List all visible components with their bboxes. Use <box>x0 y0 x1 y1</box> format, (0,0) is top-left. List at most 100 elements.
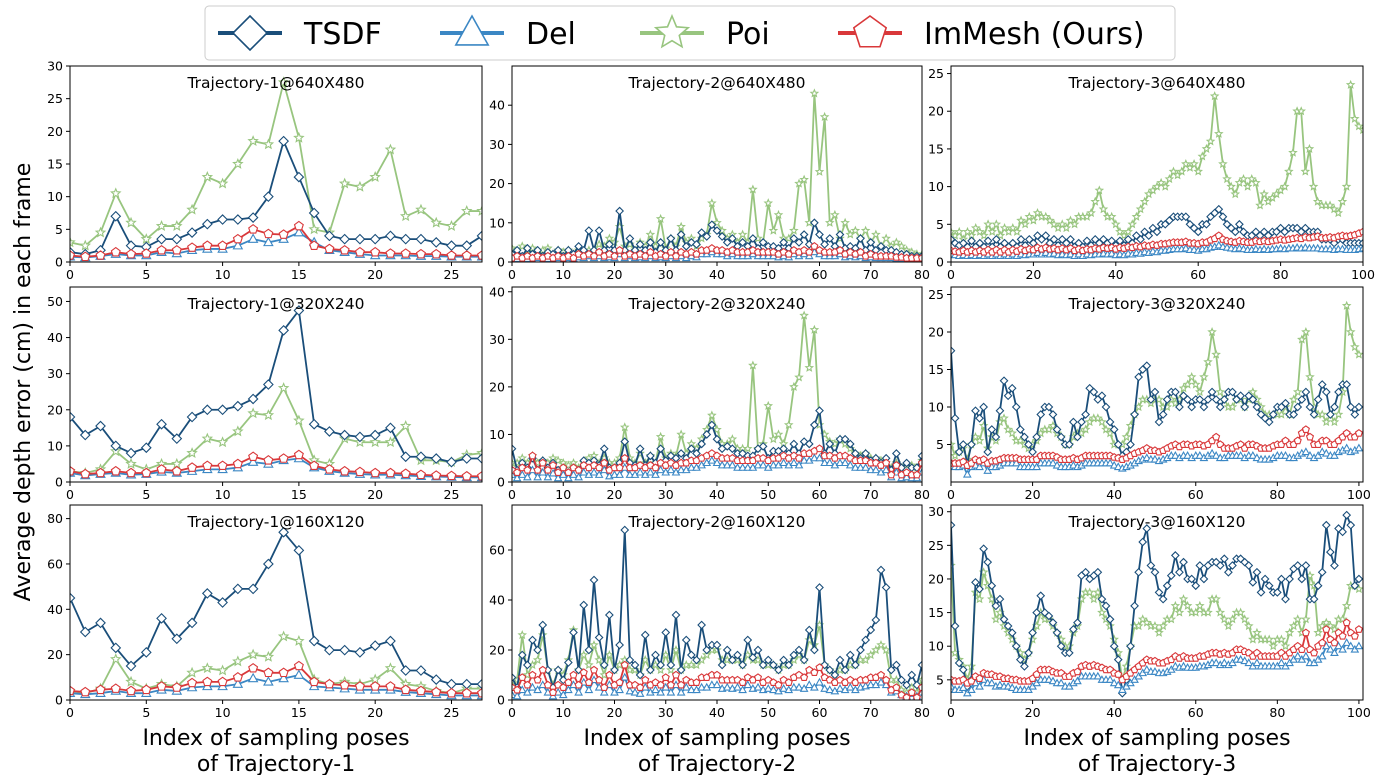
legend: TSDF Del Poi ImMesh (Ours) <box>204 5 1176 61</box>
data-point <box>1176 166 1187 176</box>
y-tick-label: 30 <box>489 137 505 152</box>
data-point <box>293 171 305 183</box>
data-point <box>156 612 167 624</box>
data-point <box>263 228 274 239</box>
x-tick-label: 15 <box>291 267 307 282</box>
data-point <box>987 425 997 434</box>
data-point <box>835 230 845 239</box>
data-point <box>1337 196 1348 206</box>
x-tick-label: 10 <box>555 705 571 720</box>
data-point <box>1097 391 1107 401</box>
data-point <box>692 678 701 686</box>
data-point <box>538 458 547 467</box>
data-point <box>983 466 993 474</box>
data-point <box>722 460 732 469</box>
x-tick-label: 20 <box>1025 267 1041 282</box>
data-point <box>1032 432 1042 442</box>
data-point <box>369 233 381 245</box>
data-point <box>954 658 964 668</box>
data-point <box>1152 227 1162 237</box>
panel-title: Trajectory-2@160X120 <box>627 513 805 531</box>
data-point <box>247 583 259 595</box>
data-point <box>369 436 381 448</box>
data-point <box>1150 454 1160 463</box>
data-point <box>1342 443 1352 452</box>
data-point <box>666 234 676 243</box>
data-point <box>881 583 891 592</box>
y-tick-label: 40 <box>47 602 63 617</box>
data-point <box>987 678 997 687</box>
series-immesh <box>70 449 482 481</box>
data-point <box>1248 577 1258 587</box>
data-point <box>1195 600 1205 610</box>
data-point <box>891 237 902 247</box>
data-point <box>461 453 473 464</box>
data-point <box>415 248 426 259</box>
data-point <box>1252 658 1262 667</box>
data-point <box>1115 226 1125 236</box>
data-point <box>574 687 583 696</box>
data-point <box>446 456 457 468</box>
data-point <box>809 88 820 98</box>
data-point <box>110 187 122 199</box>
data-point <box>1073 676 1082 685</box>
data-point <box>79 626 91 638</box>
data-point <box>1277 658 1286 667</box>
data-point <box>1333 207 1344 218</box>
data-point <box>871 644 881 655</box>
data-point <box>201 662 214 674</box>
data-point <box>850 660 860 670</box>
data-point <box>1008 223 1018 233</box>
plot-frame <box>511 286 923 483</box>
data-point <box>1113 462 1123 471</box>
data-point <box>548 688 558 696</box>
legend-marker-star <box>653 13 691 49</box>
data-point <box>728 460 737 469</box>
data-point <box>738 238 748 247</box>
y-tick-label: 10 <box>928 639 944 654</box>
data-point <box>625 234 635 243</box>
data-point <box>758 238 768 247</box>
data-point <box>538 665 547 674</box>
data-point <box>415 233 427 245</box>
data-point <box>584 685 594 694</box>
x-tick-label: 20 <box>607 705 623 720</box>
data-point <box>1300 166 1311 176</box>
data-point <box>513 685 522 694</box>
data-point <box>171 220 183 231</box>
data-point <box>385 681 396 691</box>
data-point <box>845 682 855 691</box>
y-tick-label: 0 <box>497 255 505 270</box>
data-point <box>625 470 635 478</box>
data-point <box>974 594 985 604</box>
data-point <box>1305 371 1315 382</box>
data-point <box>1301 561 1311 570</box>
data-point <box>810 682 819 691</box>
data-point <box>171 233 183 245</box>
data-point <box>1281 594 1290 604</box>
data-point <box>615 470 624 478</box>
y-tick-label: 40 <box>489 284 505 299</box>
data-point <box>789 225 799 235</box>
data-point <box>1293 561 1303 570</box>
data-point <box>1126 641 1135 651</box>
data-point <box>1101 601 1111 611</box>
x-tick-label: 50 <box>760 267 776 282</box>
x-tick-label: 15 <box>291 487 307 502</box>
data-point <box>1345 79 1356 89</box>
series-line <box>70 664 482 695</box>
legend-entry-3: Poi <box>640 13 770 52</box>
data-point <box>655 664 666 675</box>
data-point <box>1350 581 1360 591</box>
data-point <box>262 191 274 203</box>
panel-8: 0 10 20 30 40 50 60 70 80 0 20 40 60 Trajectory-2@160… <box>489 504 930 720</box>
data-point <box>655 213 666 223</box>
y-tick-label: 30 <box>489 332 505 347</box>
data-point <box>620 672 630 681</box>
data-point <box>1279 181 1290 191</box>
data-point <box>217 676 228 687</box>
data-point <box>825 665 835 675</box>
data-point <box>1329 416 1340 427</box>
data-point <box>553 665 563 675</box>
data-point <box>763 655 773 665</box>
